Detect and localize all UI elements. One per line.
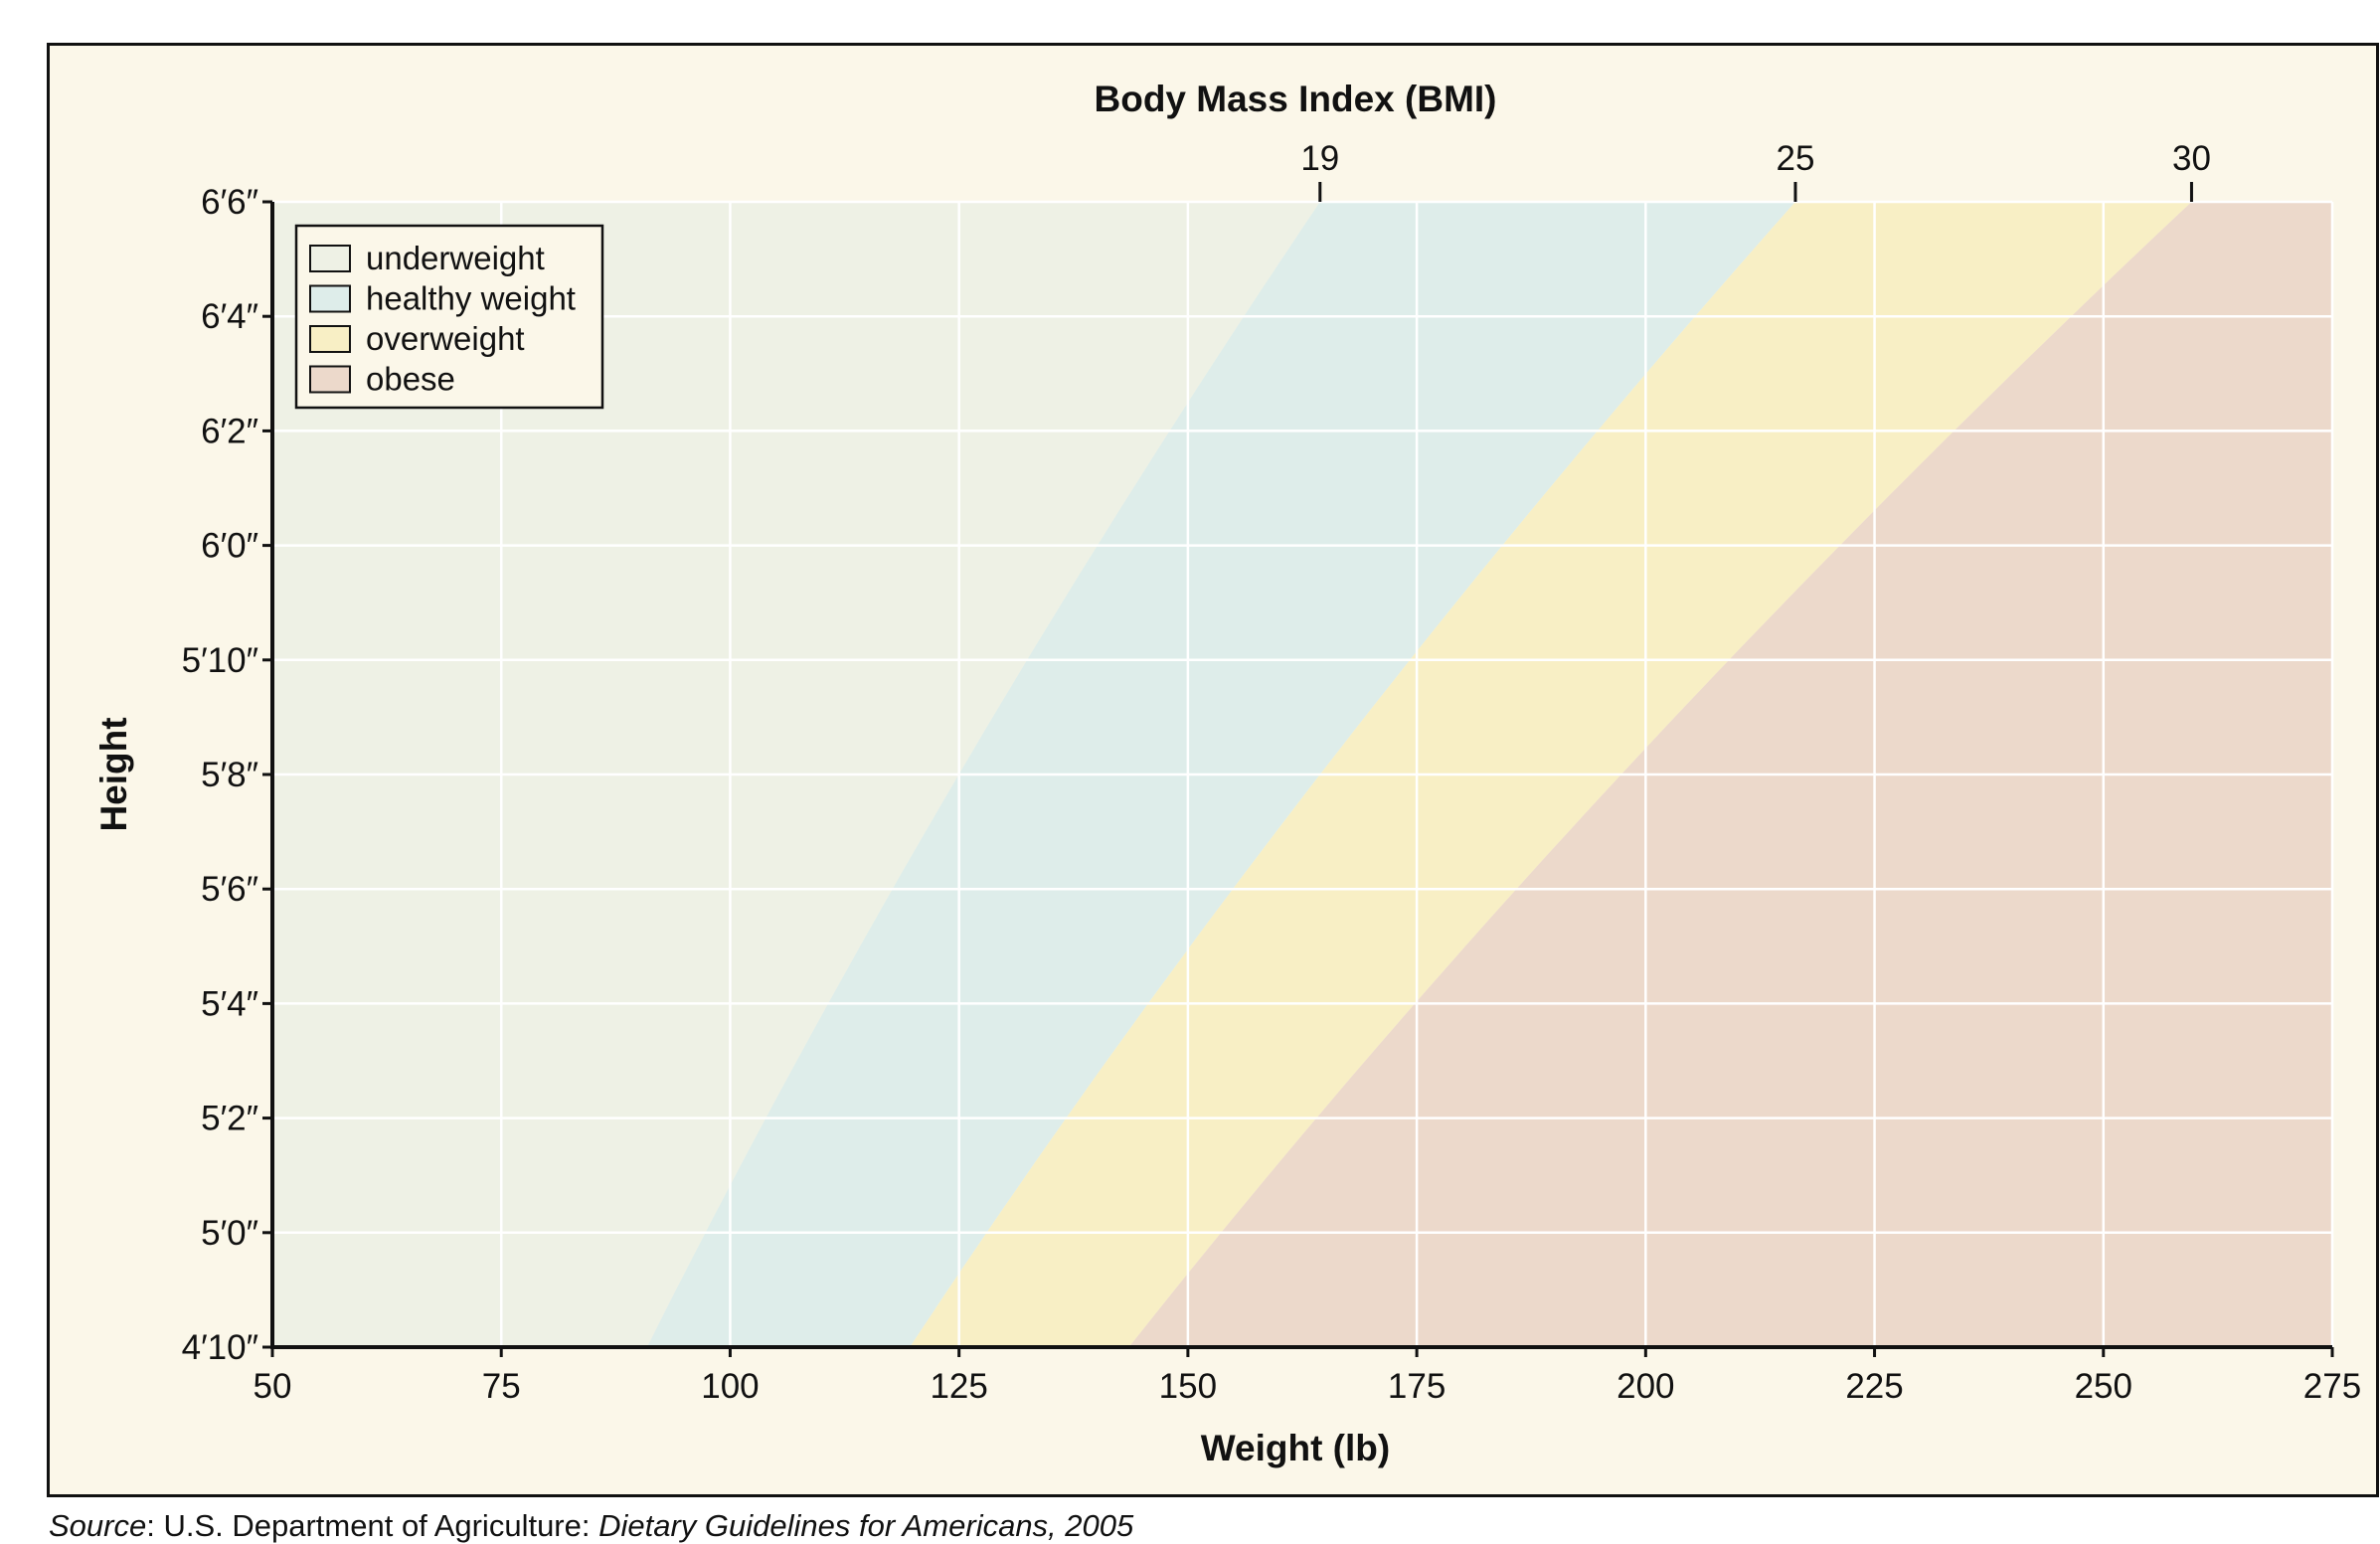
bmi-tick-label: 19 (1300, 139, 1339, 178)
y-tick-label: 5′2″ (201, 1100, 258, 1138)
x-tick-label: 75 (482, 1367, 521, 1406)
y-tick-label: 6′4″ (201, 297, 258, 336)
x-axis-label: Weight (lb) (1201, 1428, 1390, 1468)
chart-frame: 50 75 100 125 150 175 200 225 250 275 4′10″ 5′0″ 5′2… (47, 43, 2379, 1497)
legend-swatch-underweight (309, 245, 351, 272)
legend-swatch-obese (309, 365, 351, 394)
source-note: Source: U.S. Department of Agriculture: … (49, 1508, 1133, 1544)
legend-swatch-healthy-weight (309, 284, 351, 313)
legend-label-healthy-weight: healthy weight (366, 280, 576, 317)
y-tick-label: 6′0″ (201, 527, 258, 566)
bmi-tick-label: 30 (2172, 139, 2211, 178)
y-axis-label: Height (93, 717, 134, 831)
legend-swatch-overweight (309, 325, 351, 353)
axes: 50 75 100 125 150 175 200 225 250 275 4′10″ 5′0″ 5′2… (182, 139, 2362, 1406)
grid-lines (272, 200, 2334, 1347)
legend-label-obese: obese (366, 361, 455, 398)
legend-label-underweight: underweight (366, 240, 545, 276)
x-tick-label: 250 (2075, 1367, 2132, 1406)
y-tick-label: 6′6″ (201, 183, 258, 222)
source-publisher: : U.S. Department of Agriculture: (146, 1508, 599, 1543)
x-tick-label: 225 (1845, 1367, 1903, 1406)
source-publication: Dietary Guidelines for Americans, 2005 (598, 1508, 1134, 1543)
x-tick-label: 275 (2303, 1367, 2361, 1406)
x-tick-label: 100 (701, 1367, 759, 1406)
bmi-chart: 50 75 100 125 150 175 200 225 250 275 4′10″ 5′0″ 5′2… (93, 79, 2362, 1468)
x-tick-label: 150 (1159, 1367, 1217, 1406)
y-tick-label: 5′8″ (201, 756, 258, 794)
chart-title: Body Mass Index (BMI) (1095, 79, 1497, 119)
y-tick-label: 5′0″ (201, 1214, 258, 1253)
x-tick-label: 125 (930, 1367, 987, 1406)
axis-labels: Body Mass Index (BMI) Weight (lb) Height (93, 79, 1497, 1468)
y-tick-label: 4′10″ (182, 1328, 258, 1367)
y-tick-label: 6′2″ (201, 412, 258, 450)
y-tick-label: 5′6″ (201, 870, 258, 909)
y-tick-label: 5′4″ (201, 984, 258, 1023)
y-tick-label: 5′10″ (182, 641, 258, 680)
bmi-tick-label: 25 (1777, 139, 1815, 178)
x-tick-label: 175 (1388, 1367, 1445, 1406)
x-tick-label: 200 (1616, 1367, 1674, 1406)
legend-label-overweight: overweight (366, 320, 525, 357)
source-label: Source (49, 1508, 147, 1543)
x-tick-label: 50 (254, 1367, 292, 1406)
